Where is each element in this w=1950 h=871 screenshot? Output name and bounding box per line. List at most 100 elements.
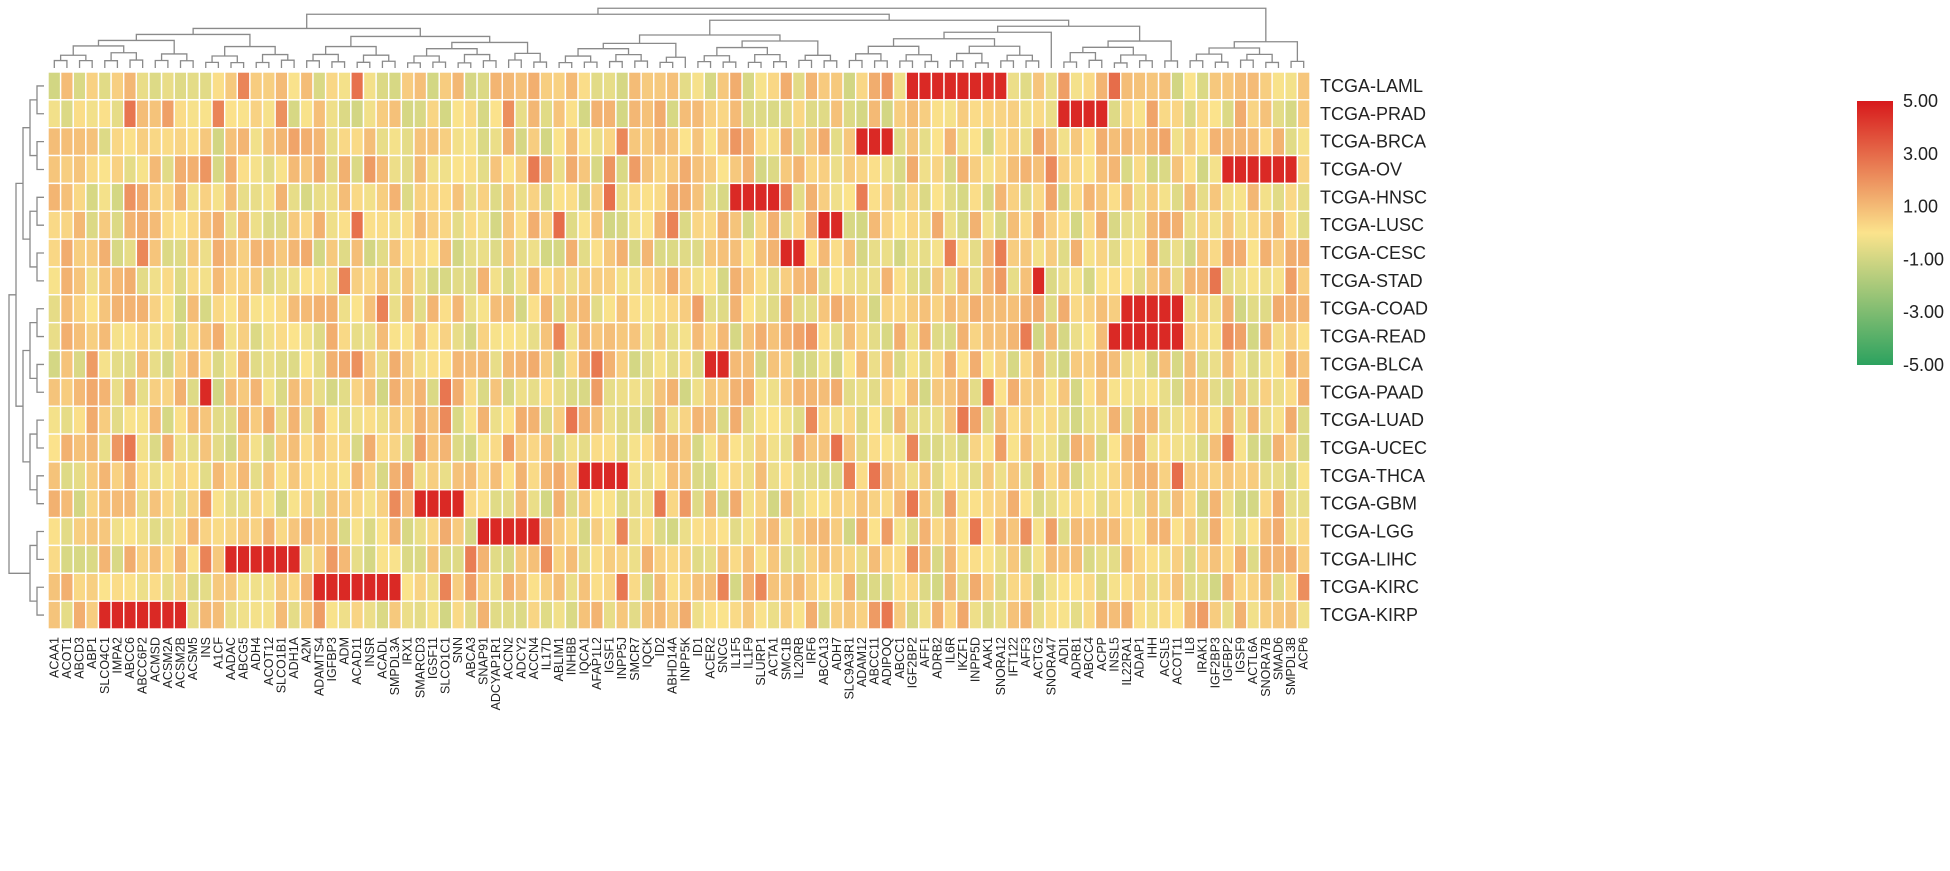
dendrogram-link [15,182,23,407]
heatmap-cell [59,433,74,463]
heatmap-cell [400,572,415,602]
heatmap-cell [1132,377,1147,407]
heatmap-cell [716,544,731,575]
heatmap-cell [842,349,857,380]
heatmap-cell [123,349,138,380]
heatmap-cell [1069,349,1084,380]
heatmap-cell [312,99,327,129]
heatmap-cell [425,71,440,101]
heatmap-cell [501,433,516,463]
column-label: ABLIM1 [552,637,566,682]
heatmap-cell [299,489,314,519]
heatmap-cell [451,182,466,212]
heatmap-cell [261,600,276,630]
heatmap-cell [1082,572,1097,602]
column-label: ADH4 [249,637,263,670]
heatmap-cell [362,516,377,547]
heatmap-cell [1056,99,1071,129]
heatmap-cell [526,294,541,324]
dendrogram-link [192,27,421,37]
heatmap-cell [690,321,705,352]
heatmap-cell [602,266,617,296]
heatmap-cell [375,377,390,407]
heatmap-cell [653,377,668,407]
heatmap-cell [854,461,869,491]
heatmap-cell [110,71,125,101]
heatmap-cell [1031,405,1046,435]
heatmap-cell [728,516,743,547]
heatmap-cell [274,405,289,435]
heatmap-cell [1220,489,1235,519]
heatmap-cell [312,349,327,380]
heatmap-cell [539,461,554,491]
heatmap-cell [640,600,655,630]
heatmap-cell [1044,210,1059,240]
heatmap-cell [1069,238,1084,268]
heatmap-cell [1132,489,1147,519]
heatmap-cell [1019,182,1034,212]
heatmap-cell [779,516,794,547]
heatmap-cell [135,461,150,491]
heatmap-cell [324,600,339,630]
heatmap-cell [880,99,895,129]
heatmap-cell [678,349,693,380]
heatmap-cell [1246,182,1261,212]
heatmap-cell [754,71,769,101]
heatmap-cell [1145,182,1160,212]
heatmap-cell [413,210,428,240]
heatmap-cell [388,349,403,380]
heatmap-cell [640,238,655,268]
heatmap-cell [249,294,264,324]
heatmap-cell [1233,154,1248,185]
heatmap-cell [1233,349,1248,380]
heatmap-cell [261,489,276,519]
heatmap-cell [489,544,504,575]
heatmap-cell [1082,154,1097,185]
heatmap-cell [1271,126,1286,157]
heatmap-cell [375,600,390,630]
dendrogram-link [29,322,37,379]
dendrogram-link [59,54,87,61]
heatmap-cell [324,71,339,101]
heatmap-cell [577,489,592,519]
heatmap-cell [211,349,226,380]
heatmap-cell [375,99,390,129]
heatmap-cell [552,349,567,380]
heatmap-cell [223,321,238,352]
heatmap-cell [1145,154,1160,185]
heatmap-cell [274,489,289,519]
heatmap-cell [274,294,289,324]
column-label: IGSF9 [1234,637,1248,673]
heatmap-cell [324,349,339,380]
heatmap-cell [148,321,163,352]
heatmap-cell [489,154,504,185]
heatmap-cell [261,126,276,157]
heatmap-cell [766,210,781,240]
heatmap-cell [993,182,1008,212]
heatmap-cell [1019,210,1034,240]
heatmap-cell [766,321,781,352]
heatmap-cell [1069,154,1084,185]
row-label: TCGA-UCEC [1320,438,1427,458]
heatmap-cell [72,600,87,630]
heatmap-cell [741,210,756,240]
heatmap-cell [211,99,226,129]
heatmap-cell [791,71,806,101]
column-label: SMPDL3A [388,636,402,695]
heatmap-cell [47,294,62,324]
heatmap-cell [766,405,781,435]
heatmap-cell [47,405,62,435]
dendrogram-link [135,33,251,47]
heatmap-cell [690,349,705,380]
heatmap-cell [85,405,100,435]
heatmap-cell [981,294,996,324]
heatmap-cell [526,126,541,157]
heatmap-cell [135,377,150,407]
dendrogram-link [36,586,44,616]
heatmap-cell [476,572,491,602]
heatmap-cell [1082,266,1097,296]
heatmap-cell [854,544,869,575]
heatmap-cell [539,126,554,157]
heatmap-cell [703,544,718,575]
heatmap-cell [589,461,604,491]
